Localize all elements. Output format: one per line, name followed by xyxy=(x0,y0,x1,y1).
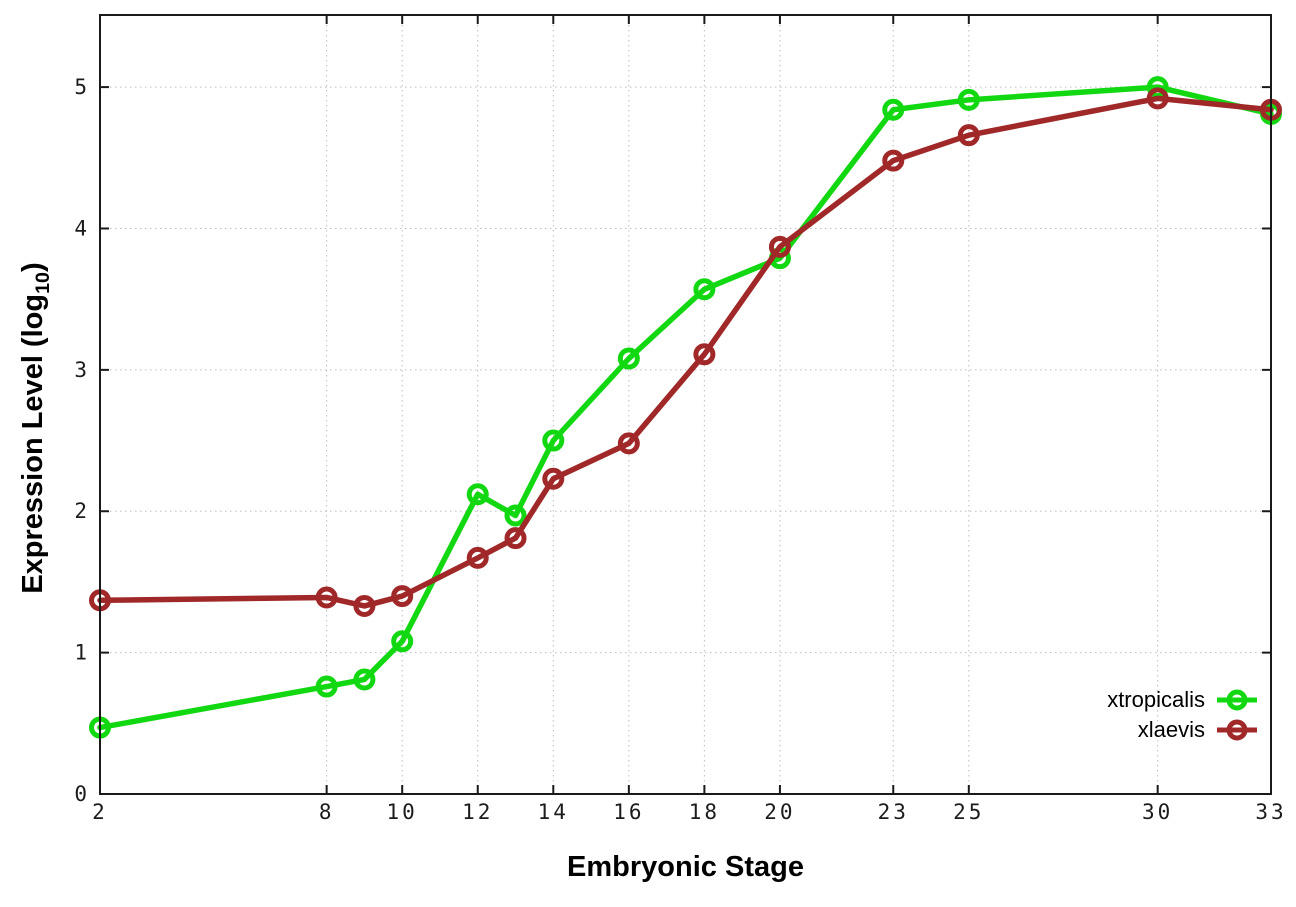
data-point-xtropicalis xyxy=(391,630,414,653)
legend-marker-xtropicalis-icon xyxy=(1217,689,1257,711)
data-point-xlaevis xyxy=(353,594,376,617)
data-point-xlaevis xyxy=(1146,87,1169,110)
x-tick-label: 33 xyxy=(1255,800,1286,824)
y-tick-label: 2 xyxy=(74,499,87,523)
legend: xtropicalis xlaevis xyxy=(1107,685,1260,745)
y-tick-label: 0 xyxy=(74,782,87,806)
x-axis-title: Embryonic Stage xyxy=(567,851,804,883)
legend-item-xtropicalis: xtropicalis xyxy=(1107,685,1260,715)
x-tick-label: 20 xyxy=(764,800,795,824)
plot-border xyxy=(99,14,1272,795)
x-tick-label: 25 xyxy=(953,800,984,824)
data-point-xlaevis xyxy=(882,149,905,172)
data-point-xlaevis xyxy=(504,527,527,550)
x-tick-label: 8 xyxy=(319,800,335,824)
data-point-xtropicalis xyxy=(1146,76,1169,99)
y-tick-label: 5 xyxy=(74,75,87,99)
data-point-xtropicalis xyxy=(315,675,338,698)
series-line-xtropicalis xyxy=(97,84,1274,731)
data-point-xtropicalis xyxy=(957,88,980,111)
x-tick-label: 14 xyxy=(538,800,569,824)
data-point-xlaevis xyxy=(768,235,791,258)
y-axis-title-text: Expression Level (log xyxy=(17,293,50,594)
x-tick-label: 23 xyxy=(878,800,909,824)
data-point-xlaevis xyxy=(315,586,338,609)
y-tick-label: 4 xyxy=(74,216,87,240)
x-tick-label: 30 xyxy=(1142,800,1173,824)
legend-label-xtropicalis: xtropicalis xyxy=(1107,687,1205,712)
legend-label-xlaevis: xlaevis xyxy=(1137,717,1205,742)
data-point-xtropicalis xyxy=(617,347,640,370)
x-tick-label: 2 xyxy=(92,800,108,824)
data-point-xlaevis xyxy=(391,585,414,608)
data-point-xtropicalis xyxy=(466,483,489,506)
x-tick-label: 12 xyxy=(462,800,493,824)
data-point-xtropicalis xyxy=(693,278,716,301)
series-line-xlaevis xyxy=(97,95,1274,609)
y-axis-title-suffix: ) xyxy=(17,262,50,272)
legend-marker-xlaevis-icon xyxy=(1217,719,1257,741)
data-point-xlaevis xyxy=(693,343,716,366)
y-axis-title-subscript: 10 xyxy=(31,271,54,294)
legend-item-xlaevis: xlaevis xyxy=(1107,715,1260,745)
data-point-xtropicalis xyxy=(882,98,905,121)
data-point-xlaevis xyxy=(542,467,565,490)
x-tick-label: 18 xyxy=(689,800,720,824)
data-point-xtropicalis xyxy=(504,504,527,527)
data-point-xlaevis xyxy=(617,432,640,455)
data-point-xtropicalis xyxy=(542,429,565,452)
x-tick-label: 16 xyxy=(613,800,644,824)
y-tick-label: 3 xyxy=(74,358,87,382)
data-point-xtropicalis xyxy=(353,668,376,691)
data-point-xlaevis xyxy=(466,546,489,569)
y-tick-label: 1 xyxy=(74,641,87,665)
data-point-xlaevis xyxy=(957,124,980,147)
y-axis-title: Expression Level (log10) xyxy=(17,262,55,593)
x-tick-label: 10 xyxy=(387,800,418,824)
